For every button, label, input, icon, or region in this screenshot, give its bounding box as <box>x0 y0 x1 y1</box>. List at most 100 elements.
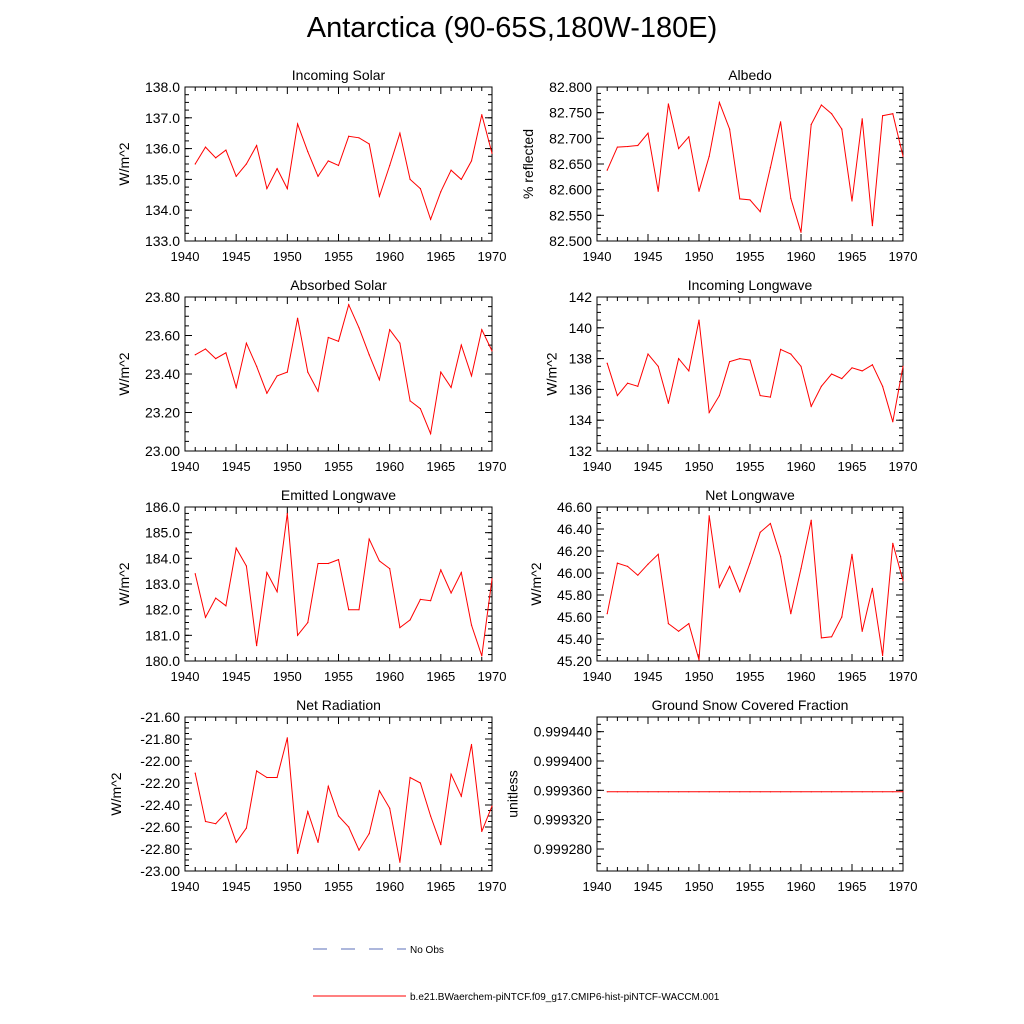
data-point <box>194 772 196 774</box>
data-point <box>749 359 751 361</box>
data-point <box>657 791 659 793</box>
data-point <box>698 659 700 661</box>
data-point <box>389 164 391 167</box>
data-point <box>409 400 411 402</box>
data-point <box>245 827 247 829</box>
data-point <box>790 197 792 199</box>
x-tick-label: 1950 <box>273 249 302 264</box>
data-point <box>718 101 721 103</box>
data-point <box>399 627 401 629</box>
data-point <box>708 411 710 414</box>
data-point <box>769 166 772 169</box>
y-tick-label: 0.999400 <box>534 753 593 769</box>
data-point <box>780 791 782 793</box>
x-tick-label: 1970 <box>889 459 918 474</box>
data-point <box>871 587 874 590</box>
data-point <box>616 562 619 564</box>
data-point <box>841 616 843 618</box>
data-point <box>882 791 884 793</box>
y-tick-label: -21.60 <box>140 709 180 725</box>
data-point <box>266 392 268 394</box>
data-point <box>256 645 258 647</box>
data-point <box>657 365 659 367</box>
y-axis-label: W/m^2 <box>116 562 132 605</box>
data-point <box>399 132 401 134</box>
y-tick-label: 82.600 <box>549 182 592 198</box>
data-point <box>337 815 340 817</box>
y-tick-label: 142 <box>569 289 593 305</box>
y-tick-label: -23.00 <box>140 863 180 879</box>
data-point <box>276 375 278 377</box>
plot-frame <box>184 716 493 872</box>
data-point <box>637 144 639 147</box>
series-line <box>194 303 493 436</box>
data-point <box>892 113 894 115</box>
series-line <box>606 320 904 422</box>
y-tick-label: 23.20 <box>145 405 180 421</box>
data-point <box>286 737 288 739</box>
data-point <box>871 225 874 227</box>
data-point <box>194 163 196 165</box>
data-point <box>276 591 278 593</box>
data-point <box>851 367 853 369</box>
y-tick-label: 135.0 <box>145 171 180 187</box>
data-point <box>194 573 196 575</box>
y-tick-label: 140 <box>569 320 593 336</box>
data-point <box>235 175 237 177</box>
data-point <box>317 175 319 177</box>
plot-frame <box>596 506 904 662</box>
data-point <box>698 791 700 793</box>
data-point <box>307 371 309 373</box>
data-point <box>637 791 639 793</box>
y-axis-label: % reflected <box>520 129 536 199</box>
y-tick-label: -22.40 <box>140 797 180 813</box>
x-tick-label: 1945 <box>634 669 663 684</box>
y-tick-label: 45.60 <box>557 609 592 625</box>
data-point <box>688 370 690 372</box>
x-tick-label: 1960 <box>375 249 404 264</box>
y-tick-label: 23.00 <box>145 443 180 459</box>
x-tick-label: 1965 <box>426 669 455 684</box>
data-point <box>204 146 207 148</box>
data-point <box>337 164 340 167</box>
data-point <box>627 145 629 148</box>
y-tick-label: 23.80 <box>145 289 180 305</box>
x-tick-label: 1960 <box>375 879 404 894</box>
data-point <box>678 358 680 360</box>
data-point <box>460 571 462 574</box>
plot-frame <box>596 296 904 452</box>
data-point <box>800 365 802 367</box>
y-tick-label: 183.0 <box>145 576 180 592</box>
x-tick-label: 1950 <box>273 459 302 474</box>
x-tick-label: 1960 <box>787 249 816 264</box>
data-point <box>419 188 421 190</box>
data-point <box>790 791 792 793</box>
y-tick-label: 82.550 <box>549 207 592 223</box>
data-point <box>460 344 462 346</box>
x-tick-label: 1950 <box>273 669 302 684</box>
x-tick-label: 1970 <box>889 879 918 894</box>
data-point <box>348 135 350 137</box>
data-point <box>667 623 670 625</box>
data-point <box>317 390 319 392</box>
data-point <box>460 178 462 180</box>
data-point <box>296 634 299 636</box>
data-point <box>194 354 196 356</box>
panel-albedo: Albedo 1940 1945 1950 1955 1960 1965 1970 82.500… <box>520 67 917 264</box>
series-line <box>606 100 904 233</box>
data-point <box>256 144 258 147</box>
data-point <box>204 820 207 823</box>
data-point <box>790 613 792 615</box>
data-point <box>698 319 700 321</box>
data-point <box>419 598 421 601</box>
x-tick-label: 1960 <box>375 459 404 474</box>
data-point <box>882 385 884 387</box>
data-point <box>450 773 452 775</box>
data-point <box>296 123 299 125</box>
data-point <box>688 791 690 793</box>
data-point <box>430 815 432 817</box>
data-point <box>831 791 833 793</box>
data-point <box>790 353 792 355</box>
data-point <box>481 114 483 116</box>
data-point <box>678 148 680 150</box>
